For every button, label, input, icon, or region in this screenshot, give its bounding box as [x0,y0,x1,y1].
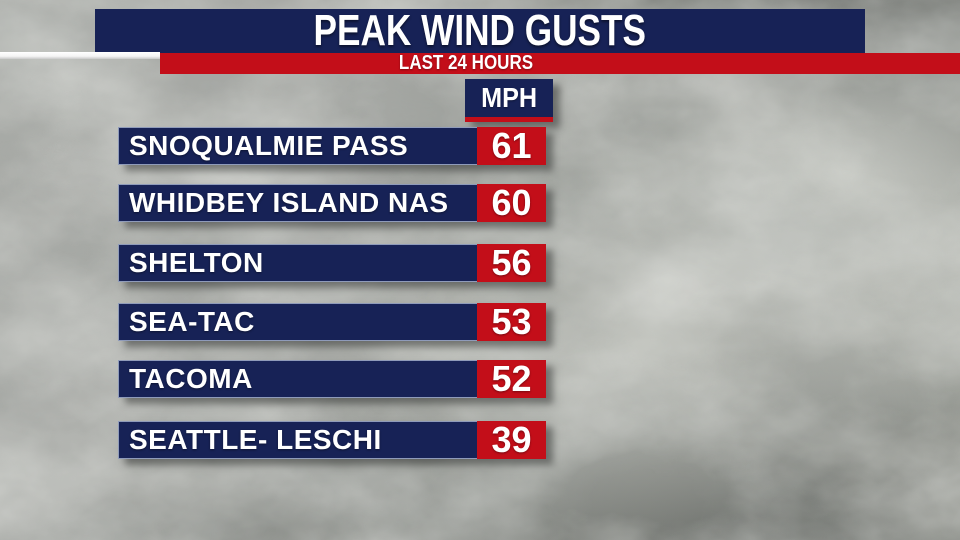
subtitle-bar: LAST 24 HOURS [160,52,960,74]
location-label: SHELTON [118,244,477,282]
gust-value: 56 [477,242,546,283]
gust-value: 60 [477,182,546,223]
gust-value: 61 [477,125,546,166]
table-row: SHELTON 56 [118,242,546,283]
location-label: SEATTLE- LESCHI [118,421,477,459]
table-row: SEA-TAC 53 [118,301,546,342]
white-accent-line [0,52,160,59]
table-row: SNOQUALMIE PASS 61 [118,125,546,166]
location-label: SNOQUALMIE PASS [118,127,477,165]
subtitle: LAST 24 HOURS [398,52,534,74]
table-row: SEATTLE- LESCHI 39 [118,419,546,460]
table-row: WHIDBEY ISLAND NAS 60 [118,182,546,223]
location-label: WHIDBEY ISLAND NAS [118,184,477,222]
mph-header-box: MPH [465,79,553,122]
mph-label: MPH [480,82,537,113]
table-row: TACOMA 52 [118,358,546,399]
gust-value: 39 [477,419,546,460]
gust-value: 53 [477,301,546,342]
location-label: TACOMA [118,360,477,398]
location-label: SEA-TAC [118,303,477,341]
gust-value: 52 [477,358,546,399]
title-bar: PEAK WIND GUSTS [95,6,865,55]
page-title: PEAK WIND GUSTS [313,6,647,55]
